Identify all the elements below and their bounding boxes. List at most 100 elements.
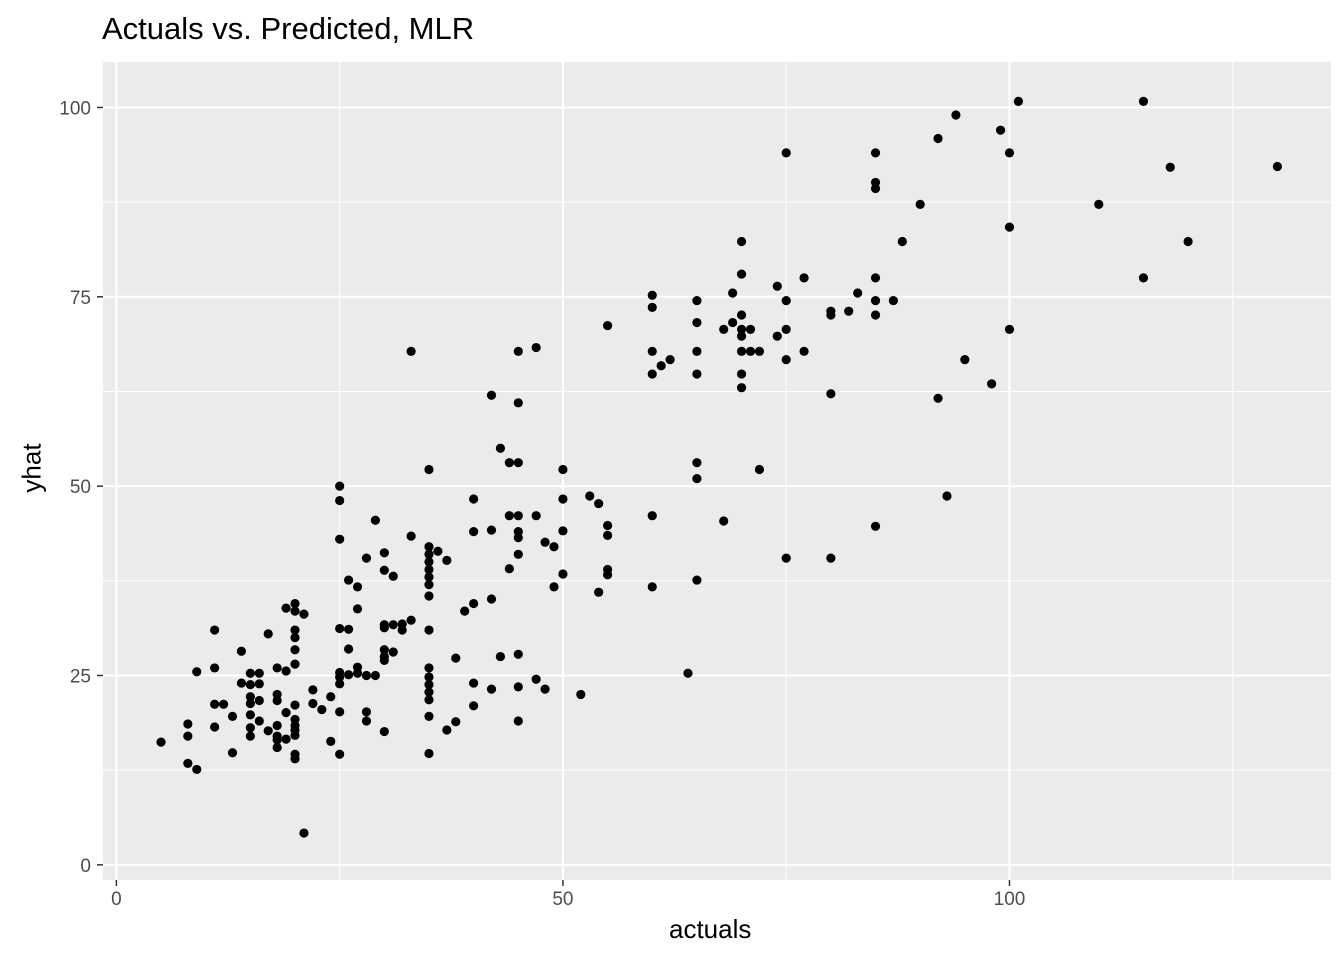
data-point	[335, 679, 345, 689]
data-point	[540, 684, 550, 694]
data-point	[424, 572, 434, 582]
data-point	[1004, 324, 1015, 334]
data-point	[281, 603, 291, 613]
data-point	[433, 546, 443, 556]
data-point	[683, 668, 693, 678]
x-tick-label: 100	[994, 889, 1026, 910]
data-point	[317, 704, 327, 715]
data-point	[870, 148, 881, 158]
data-point	[460, 606, 470, 616]
data-point	[531, 674, 541, 684]
data-point	[647, 582, 657, 592]
data-point	[379, 623, 389, 633]
data-point	[826, 553, 836, 563]
data-point	[245, 668, 255, 678]
data-point	[576, 689, 586, 700]
data-point	[799, 346, 809, 356]
data-point	[469, 678, 479, 688]
data-point	[585, 491, 595, 501]
data-point	[558, 569, 568, 579]
data-point	[513, 398, 523, 408]
data-point	[1138, 273, 1149, 283]
data-point	[736, 346, 747, 356]
data-point	[192, 764, 202, 775]
data-point	[424, 557, 434, 567]
data-point	[192, 667, 202, 677]
data-point	[558, 526, 568, 536]
data-point	[183, 731, 193, 741]
data-point	[290, 625, 300, 635]
x-tick-label: 50	[552, 889, 573, 910]
data-point	[504, 511, 514, 521]
data-point	[933, 133, 943, 144]
data-point	[335, 672, 345, 682]
data-point	[379, 726, 389, 737]
data-point	[245, 723, 255, 733]
data-point	[272, 735, 282, 745]
data-point	[728, 317, 738, 328]
data-point	[156, 737, 166, 747]
data-point	[594, 587, 604, 597]
y-tick-label: 50	[70, 477, 91, 498]
data-point	[245, 698, 255, 709]
data-point	[361, 670, 372, 681]
data-point	[236, 646, 247, 656]
data-point	[602, 320, 613, 331]
data-point	[781, 355, 791, 365]
data-point	[781, 148, 791, 158]
data-point	[335, 534, 345, 544]
data-point	[781, 553, 791, 563]
data-point	[281, 708, 291, 718]
data-point	[469, 526, 479, 537]
data-point	[745, 324, 756, 334]
data-point	[272, 720, 282, 731]
data-point	[397, 625, 407, 635]
data-point	[754, 464, 765, 475]
data-point	[513, 716, 523, 726]
data-point	[424, 625, 434, 635]
data-point	[736, 324, 747, 334]
data-point	[272, 695, 282, 706]
data-point	[531, 342, 541, 353]
data-point	[513, 533, 523, 543]
data-point	[915, 199, 925, 209]
data-point	[254, 716, 264, 726]
data-point	[326, 692, 336, 702]
data-point	[799, 273, 809, 283]
y-tick-label: 100	[59, 98, 91, 119]
data-point	[772, 281, 782, 291]
data-point	[424, 549, 434, 559]
data-point	[897, 236, 907, 247]
data-point	[424, 672, 434, 682]
data-point	[290, 754, 300, 764]
data-point	[692, 369, 702, 379]
y-tick-label: 0	[80, 856, 91, 877]
data-point	[469, 494, 479, 504]
data-point	[236, 678, 247, 688]
data-point	[254, 679, 264, 689]
data-point	[344, 644, 354, 654]
data-point	[513, 682, 523, 692]
data-point	[513, 458, 523, 468]
data-point	[558, 494, 568, 504]
data-point	[290, 606, 300, 616]
data-point	[692, 458, 702, 468]
data-point	[299, 828, 309, 838]
data-point	[352, 668, 363, 678]
data-point	[692, 575, 702, 585]
data-point	[665, 355, 675, 365]
data-point	[469, 598, 479, 609]
data-point	[424, 591, 434, 601]
data-point	[647, 511, 657, 521]
data-point	[495, 651, 506, 662]
data-point	[826, 389, 836, 399]
data-point	[442, 725, 452, 735]
data-point	[379, 548, 389, 558]
data-point	[504, 564, 514, 574]
data-point	[513, 549, 523, 559]
data-point	[424, 711, 434, 722]
data-point	[602, 570, 613, 580]
data-point	[442, 555, 452, 565]
data-point	[299, 609, 309, 619]
